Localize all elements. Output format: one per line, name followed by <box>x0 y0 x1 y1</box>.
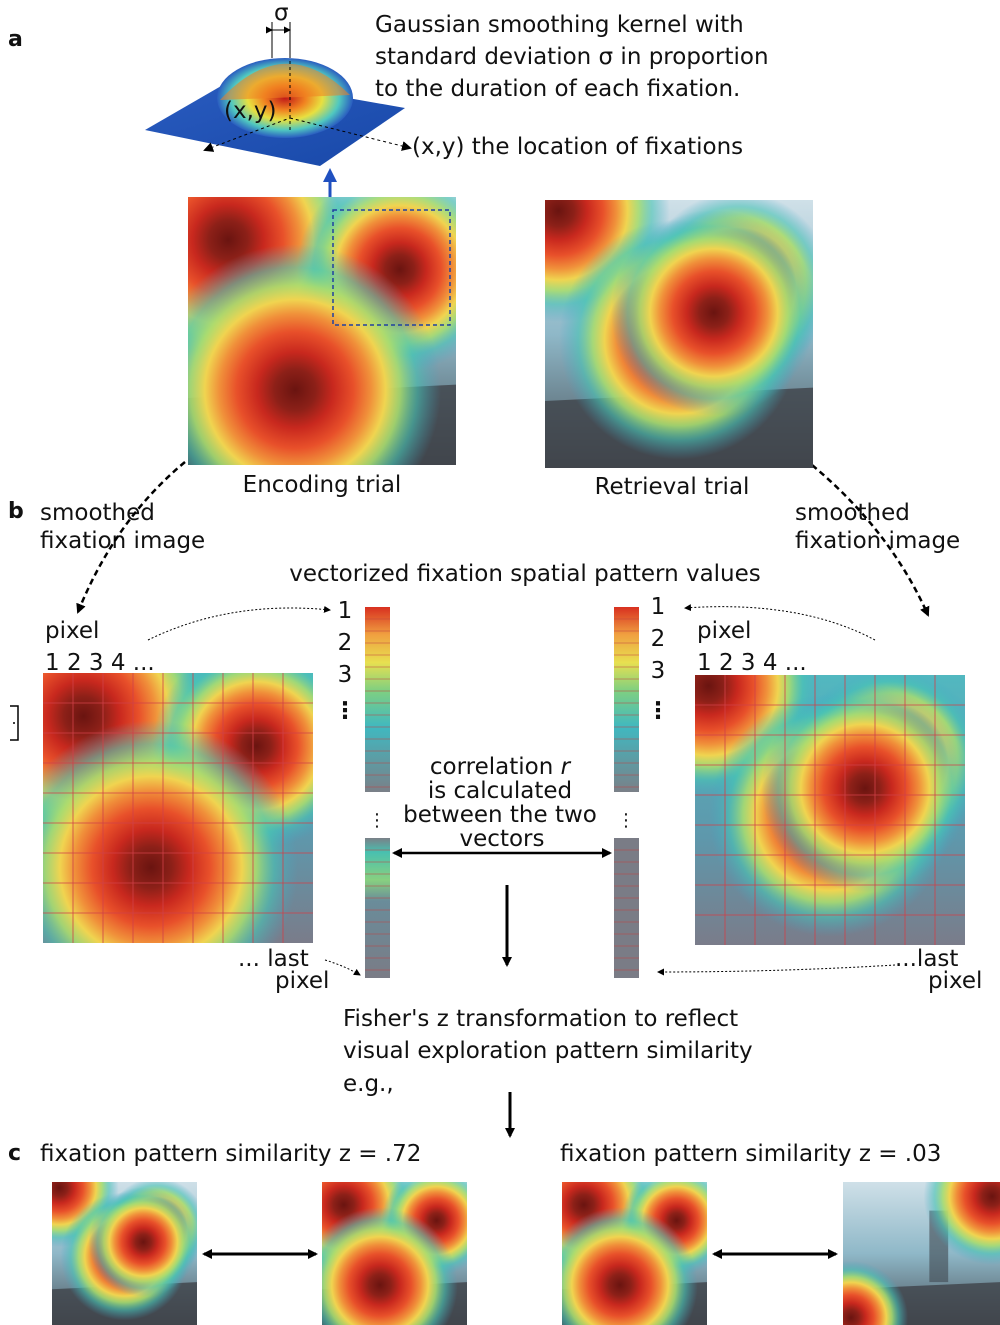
dotted-arrow <box>148 608 330 640</box>
correlation-symbol: r <box>561 754 572 780</box>
panel-label: b <box>8 499 24 524</box>
kernel-text: standard deviation σ in proportion <box>375 44 769 70</box>
kernel-text: to the duration of each fixation. <box>375 76 740 102</box>
pixel-numbers: 1 2 3 4 ... <box>697 650 807 676</box>
correlation-text: between the two <box>403 802 597 828</box>
vector-index: 3 <box>651 658 666 684</box>
panel-label: c <box>8 1141 21 1166</box>
vector <box>365 607 390 792</box>
fixation-blob <box>611 210 817 416</box>
pixel-bracket <box>10 706 18 740</box>
fisher-text: visual exploration pattern similarity <box>343 1038 753 1064</box>
xy-label: (x,y) <box>224 98 276 124</box>
location-text: (x,y) the location of fixations <box>412 134 743 160</box>
figure: a σ (x,y) Gaussian smoothing kernel with… <box>0 0 1000 1325</box>
page: Fixation pattern similarity {"panel_a": … <box>0 0 1000 1325</box>
vector-title: vectorized fixation spatial pattern valu… <box>289 561 761 587</box>
pixel-label: pixel <box>45 618 99 644</box>
vector-index: ⋮ <box>647 698 670 724</box>
vector <box>614 838 639 978</box>
similarity-title: fixation pattern similarity z = .03 <box>560 1141 941 1167</box>
fisher-text: e.g., <box>343 1071 394 1097</box>
pixel-numbers: 1 2 3 4 ... <box>45 650 155 676</box>
panel-label: a <box>8 27 23 52</box>
vector-gap: ⋮ <box>617 810 635 831</box>
heatmap <box>91 103 503 536</box>
vector-gap: ⋮ <box>368 810 386 831</box>
smoothed-label: smoothed <box>795 500 910 526</box>
correlation-text: correlation r <box>430 754 572 780</box>
correlation-word: correlation <box>430 754 553 780</box>
fixation-blob <box>88 1187 198 1297</box>
last-pixel: pixel <box>928 968 982 994</box>
kernel-text: Gaussian smoothing kernel with <box>375 12 744 38</box>
body: a σ (x,y) Gaussian smoothing kernel with… <box>0 0 1000 1325</box>
vector-index: ⋮ <box>334 698 357 724</box>
dotted-arrow <box>658 965 895 972</box>
fixation-blob <box>761 685 968 892</box>
vector-index: 3 <box>338 662 353 688</box>
similarity-title: fixation pattern similarity z = .72 <box>40 1141 421 1167</box>
correlation-text: is calculated <box>428 778 572 804</box>
vector-index: 1 <box>651 594 666 620</box>
last-pixel: pixel <box>275 968 329 994</box>
vector <box>614 607 639 792</box>
sigma-label: σ <box>274 0 289 26</box>
vector-index: 2 <box>651 626 666 652</box>
smoothed-label: smoothed <box>40 500 155 526</box>
vector-index: 2 <box>338 630 353 656</box>
vector <box>365 838 390 978</box>
smoothed-label: fixation image <box>40 528 205 554</box>
caption: Encoding trial <box>243 472 402 498</box>
dotted-arrow <box>325 960 360 975</box>
pixel-label: pixel <box>697 618 751 644</box>
caption: Retrieval trial <box>595 474 750 500</box>
correlation-text: vectors <box>460 826 545 852</box>
vector-index: 1 <box>338 598 353 624</box>
fisher-text: Fisher's z transformation to reflect <box>343 1006 738 1032</box>
